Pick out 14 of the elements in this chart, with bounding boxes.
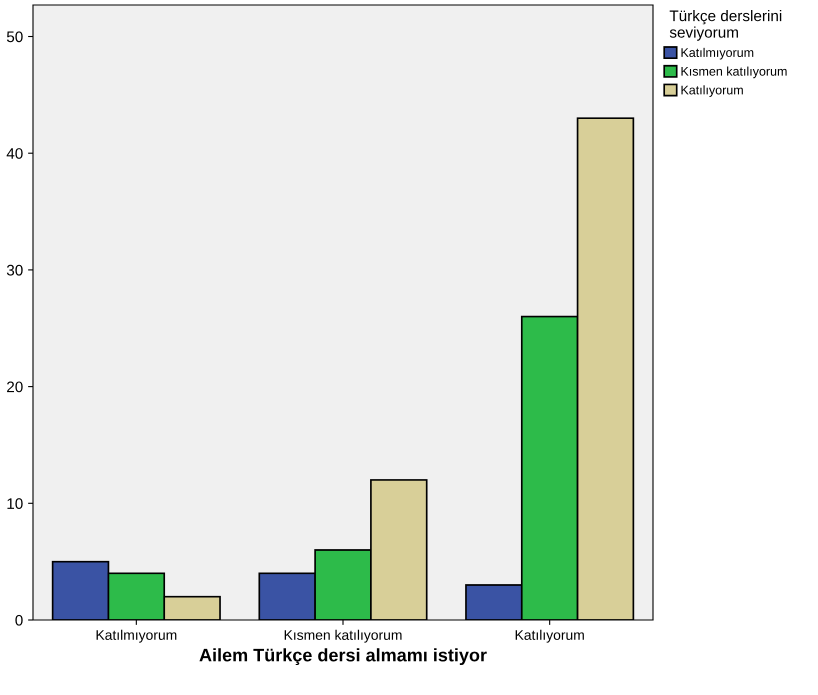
y-tick-label: 40 <box>6 148 23 159</box>
legend-label: Kısmen katılıyorum <box>681 66 787 78</box>
x-tick-label: Kısmen katılıyorum <box>284 630 402 643</box>
y-tick-label: 0 <box>15 614 23 626</box>
legend-label: Katılmıyorum <box>681 48 754 60</box>
x-tick-label: Katılıyorum <box>516 630 584 643</box>
y-tick-label: 10 <box>7 498 23 509</box>
x-axis-title: Ailem Türkçe dersi almamı istiyor <box>199 648 487 666</box>
y-tick-label: 20 <box>7 381 23 392</box>
x-tick-label: Katılmıyorum <box>96 630 176 643</box>
y-tick-label: 50 <box>6 31 23 42</box>
y-tick-label: 30 <box>6 264 23 276</box>
legend-label: Katılıyorum <box>681 85 743 97</box>
legend-title: Türkçe derslerini seviyorum <box>670 10 782 41</box>
